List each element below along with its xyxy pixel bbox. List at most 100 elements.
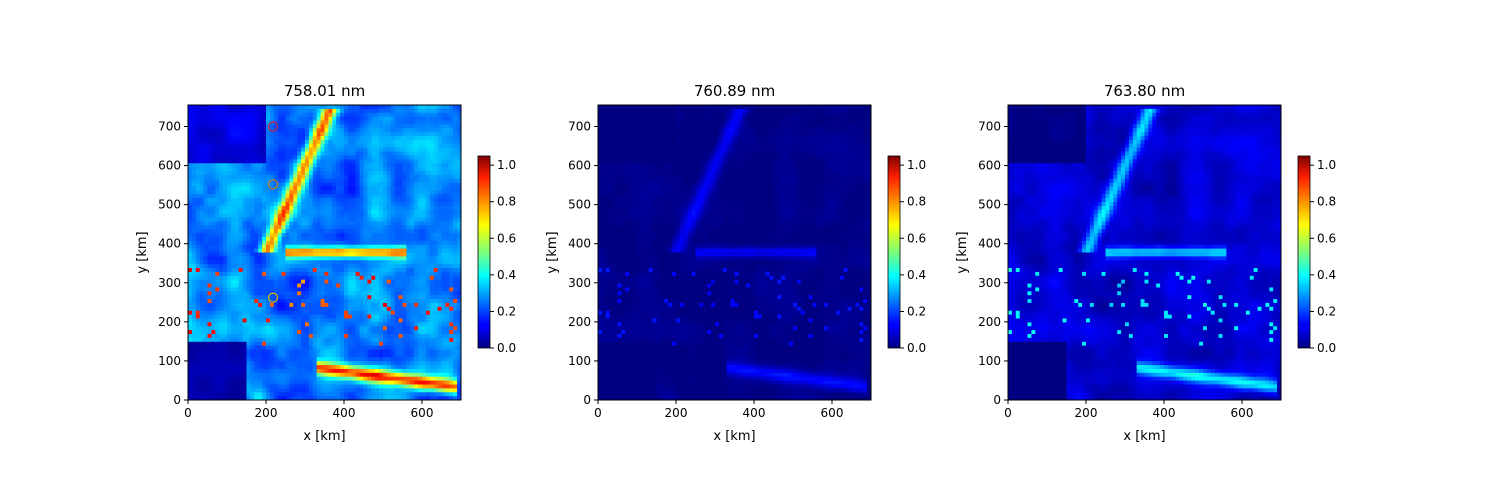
heatmap-cell [414,368,419,374]
heatmap-cell [242,139,247,145]
heatmap-cell [379,384,384,389]
heatmap-cell [379,202,384,207]
heatmap-cell [238,256,244,261]
heatmap-cell [371,275,376,281]
heatmap-cell [328,334,333,339]
heatmap-cell [429,334,435,339]
heatmap-cell [351,372,357,378]
heatmap-cell [266,221,271,226]
heatmap-cell [195,310,201,316]
heatmap-cell [414,105,419,110]
heatmap-cell [281,233,286,238]
heatmap-cell [277,291,283,296]
heatmap-cell [203,361,208,366]
heatmap-cell [215,244,220,250]
heatmap-cell [246,318,251,323]
heatmap-cell [344,318,349,323]
heatmap-cell [246,264,251,269]
heatmap-cell [336,322,341,327]
heatmap-cell [394,384,400,389]
heatmap-cell [328,236,333,242]
heatmap-cell [320,190,325,195]
heatmap-cell [316,361,322,366]
heatmap-cell [328,264,333,269]
heatmap-cell [223,314,228,319]
heatmap-cell [367,105,372,110]
heatmap-cell [437,365,442,370]
heatmap-cell [308,396,314,401]
heatmap-cell [203,318,208,323]
heatmap-cell [437,252,442,257]
heatmap-cell [207,198,212,203]
heatmap-cell [371,283,376,288]
heatmap-cell [394,124,400,129]
heatmap-cell [207,388,212,393]
heatmap-cell [355,221,361,226]
heatmap-cell [266,159,271,164]
heatmap-cell [355,357,361,362]
heatmap-cell [308,116,314,122]
heatmap-cell [336,330,341,335]
heatmap-cell [312,349,318,354]
heatmap-cell [312,271,318,277]
heatmap-cell [262,299,267,304]
heatmap-cell [398,147,403,153]
heatmap-cell [371,236,376,242]
heatmap-cell [199,108,205,114]
heatmap-cell [355,209,361,215]
heatmap-cell [301,139,306,145]
heatmap-cell [402,384,407,389]
heatmap-cell [312,353,318,358]
heatmap-cell [410,330,415,335]
heatmap-cell [203,279,208,285]
heatmap-cell [199,349,205,354]
heatmap-cell [332,155,337,160]
heatmap-cell [375,240,380,246]
heatmap-cell [367,279,372,285]
heatmap-cell [273,163,279,168]
heatmap-cell [351,174,357,180]
heatmap-cell [191,116,197,122]
heatmap-cell [262,213,267,219]
heatmap-cell [367,213,372,219]
heatmap-cell [188,244,193,250]
heatmap-cell [441,198,446,203]
heatmap-cell [273,337,279,343]
heatmap-cell [297,170,302,176]
heatmap-cell [297,396,302,401]
heatmap-cell [301,225,306,230]
heatmap-cell [312,368,318,374]
heatmap-cell [254,334,259,339]
heatmap-cell [367,136,372,141]
heatmap-cell [359,380,364,385]
heatmap-cell [289,139,294,145]
heatmap-cell [219,143,224,149]
heatmap-cell [328,396,333,401]
heatmap-cell [308,271,314,277]
heatmap-cell [316,233,322,238]
heatmap-cell [230,233,236,238]
heatmap-cell [410,198,415,203]
heatmap-cell [301,380,306,385]
heatmap-cell [355,361,361,366]
heatmap-cell [234,217,240,222]
heatmap-cell [215,376,220,382]
heatmap-cell [418,396,423,401]
heatmap-cell [418,190,423,195]
heatmap-cell [383,306,388,312]
heatmap-cell [312,275,318,281]
heatmap-cell [386,182,392,188]
heatmap-cell [429,108,435,114]
heatmap-cell [410,194,415,199]
heatmap-cell [273,361,279,366]
heatmap-cell [418,202,423,207]
heatmap-cell [207,268,212,273]
heatmap-cell [340,136,345,141]
heatmap-cell [277,163,283,168]
heatmap-cell [191,120,197,125]
heatmap-cell [410,283,415,288]
heatmap-cell [402,194,407,199]
heatmap-cell [410,268,415,273]
heatmap-cell [211,190,216,195]
heatmap-cell [355,334,361,339]
